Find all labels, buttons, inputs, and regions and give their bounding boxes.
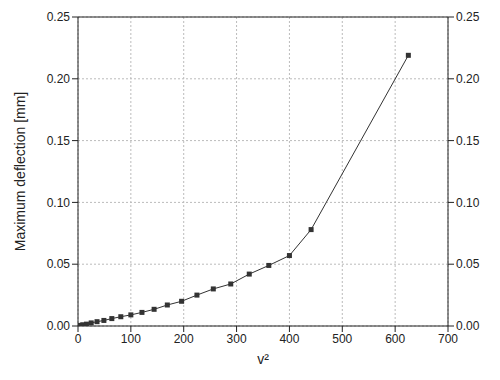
svg-text:Maximum deflection [mm]: Maximum deflection [mm] (12, 92, 28, 251)
svg-text:0: 0 (75, 332, 82, 346)
svg-text:300: 300 (227, 332, 247, 346)
svg-text:0.00: 0.00 (47, 319, 71, 333)
svg-text:500: 500 (332, 332, 352, 346)
svg-text:0.15: 0.15 (47, 134, 71, 148)
svg-text:0.10: 0.10 (456, 196, 480, 210)
svg-text:0.00: 0.00 (456, 319, 480, 333)
svg-text:0.20: 0.20 (456, 72, 480, 86)
svg-text:0.25: 0.25 (47, 10, 71, 24)
svg-text:100: 100 (121, 332, 141, 346)
svg-text:600: 600 (385, 332, 405, 346)
svg-text:0.05: 0.05 (456, 257, 480, 271)
svg-text:0.05: 0.05 (47, 257, 71, 271)
svg-text:200: 200 (174, 332, 194, 346)
svg-text:0.15: 0.15 (456, 134, 480, 148)
svg-text:v²: v² (257, 351, 269, 367)
svg-text:0.10: 0.10 (47, 196, 71, 210)
svg-text:700: 700 (438, 332, 458, 346)
svg-text:0.25: 0.25 (456, 10, 480, 24)
svg-text:400: 400 (279, 332, 299, 346)
svg-text:0.20: 0.20 (47, 72, 71, 86)
